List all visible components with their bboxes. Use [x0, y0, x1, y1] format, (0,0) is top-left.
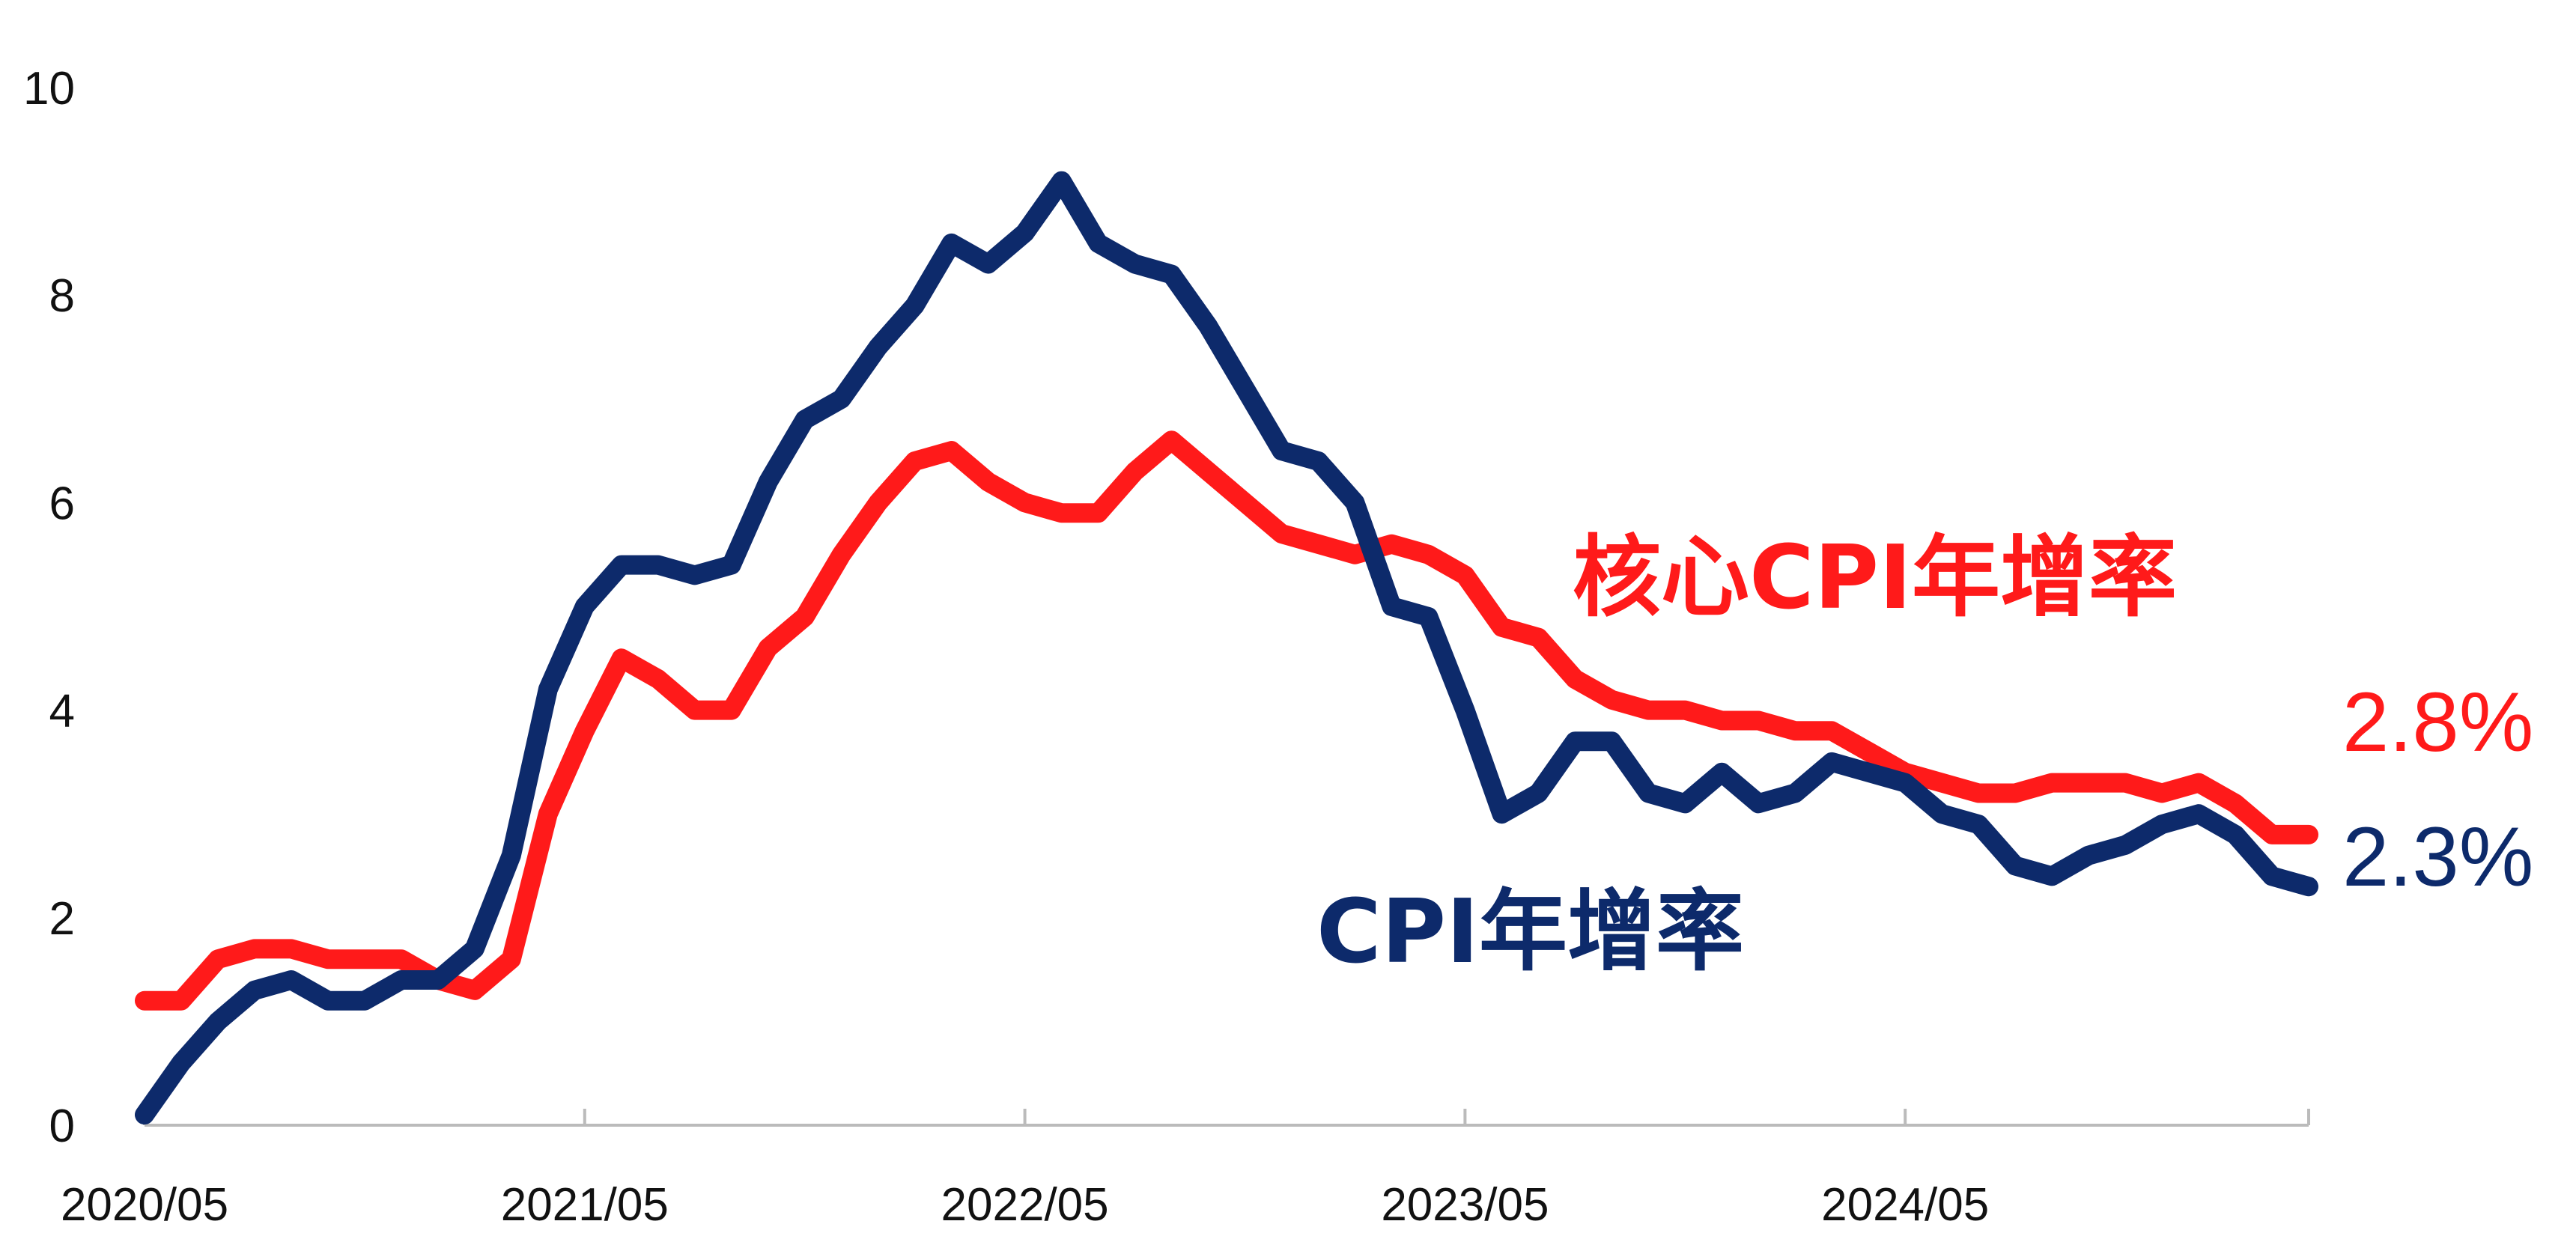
label-layer: 核心CPI年增率 2.8% CPI年增率 2.3% — [1316, 526, 2533, 983]
cpi-end-value: 2.3% — [2342, 810, 2533, 904]
x-tick-label: 2020/05 — [61, 1179, 228, 1231]
x-tick-label: 2023/05 — [1381, 1179, 1549, 1231]
series-layer — [135, 171, 2318, 1125]
cpi-series-label: CPI年增率 — [1316, 880, 1744, 983]
cpi-line — [135, 171, 2318, 1125]
x-tick-label: 2024/05 — [1821, 1179, 1989, 1231]
x-tick-label: 2022/05 — [941, 1179, 1109, 1231]
y-tick-label: 8 — [49, 270, 75, 322]
y-tick-label: 2 — [49, 893, 75, 945]
core-cpi-line — [135, 430, 2318, 1011]
y-tick-label: 6 — [49, 478, 75, 529]
y-tick-label: 10 — [23, 63, 75, 115]
x-tick-label: 2021/05 — [501, 1179, 669, 1231]
y-tick-label: 4 — [49, 686, 75, 737]
y-tick-label: 0 — [49, 1100, 75, 1152]
axis-layer: 0 2 4 6 8 10 2020/05 2021/05 2022/05 2023/05 2024/… — [23, 63, 2310, 1231]
core-cpi-end-value: 2.8% — [2342, 675, 2533, 769]
core-cpi-series-label: 核心CPI年增率 — [1573, 526, 2177, 629]
